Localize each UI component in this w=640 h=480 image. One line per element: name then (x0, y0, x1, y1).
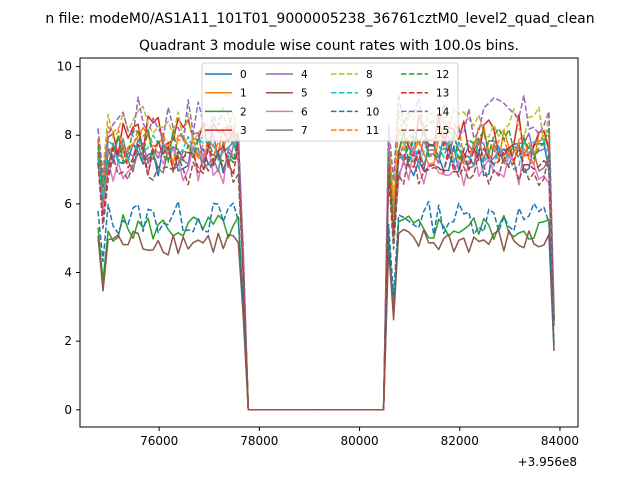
y-tick-label: 10 (57, 60, 72, 74)
y-tick-label: 0 (64, 403, 72, 417)
legend-label-9: 9 (366, 88, 373, 100)
x-tick-label: 80000 (340, 434, 378, 448)
series-line-1 (97, 126, 555, 411)
legend-label-14: 14 (436, 106, 450, 118)
series-line-10 (97, 200, 555, 411)
series-line-7 (97, 137, 555, 411)
y-tick-label: 2 (64, 334, 72, 348)
plot-frame (79, 57, 579, 428)
x-tick-label: 78000 (240, 434, 278, 448)
legend-label-1: 1 (240, 88, 247, 100)
legend-label-15: 15 (436, 125, 449, 137)
y-axis: 0 2 4 6 8 10 (57, 60, 80, 417)
legend-label-10: 10 (366, 106, 379, 118)
legend-label-5: 5 (301, 88, 308, 100)
legend-label-8: 8 (366, 69, 373, 81)
legend-label-11: 11 (366, 125, 379, 137)
chart-suptitle: n file: modeM0/AS1A11_101T01_9000005238_… (45, 11, 594, 27)
series-line-6 (97, 145, 555, 411)
chart-title: Quadrant 3 module wise count rates with … (139, 38, 519, 54)
series-line-0 (97, 142, 555, 411)
series-line-13 (97, 141, 555, 411)
y-tick-label: 8 (64, 128, 72, 142)
legend-box (201, 62, 459, 142)
legend-label-4: 4 (301, 69, 308, 81)
x-tick-label: 76000 (140, 434, 178, 448)
plot-lines (97, 93, 555, 411)
series-line-5 (97, 228, 555, 411)
legend-label-7: 7 (301, 125, 308, 137)
x-axis: 76000 78000 80000 82000 84000 (140, 427, 579, 448)
legend-label-12: 12 (436, 69, 449, 81)
x-offset-label: +3.956e8 (518, 455, 577, 469)
series-line-2 (97, 213, 555, 411)
x-tick-label: 84000 (541, 434, 579, 448)
series-line-15 (97, 152, 555, 411)
legend-label-3: 3 (240, 125, 247, 137)
legend-label-2: 2 (240, 106, 247, 118)
legend-label-6: 6 (301, 106, 308, 118)
legend-label-13: 13 (436, 88, 449, 100)
x-tick-label: 82000 (441, 434, 479, 448)
y-tick-label: 4 (64, 266, 72, 280)
y-tick-label: 6 (64, 197, 72, 211)
legend-label-0: 0 (240, 69, 247, 81)
series-line-12 (97, 127, 555, 411)
series-line-9 (97, 134, 555, 411)
